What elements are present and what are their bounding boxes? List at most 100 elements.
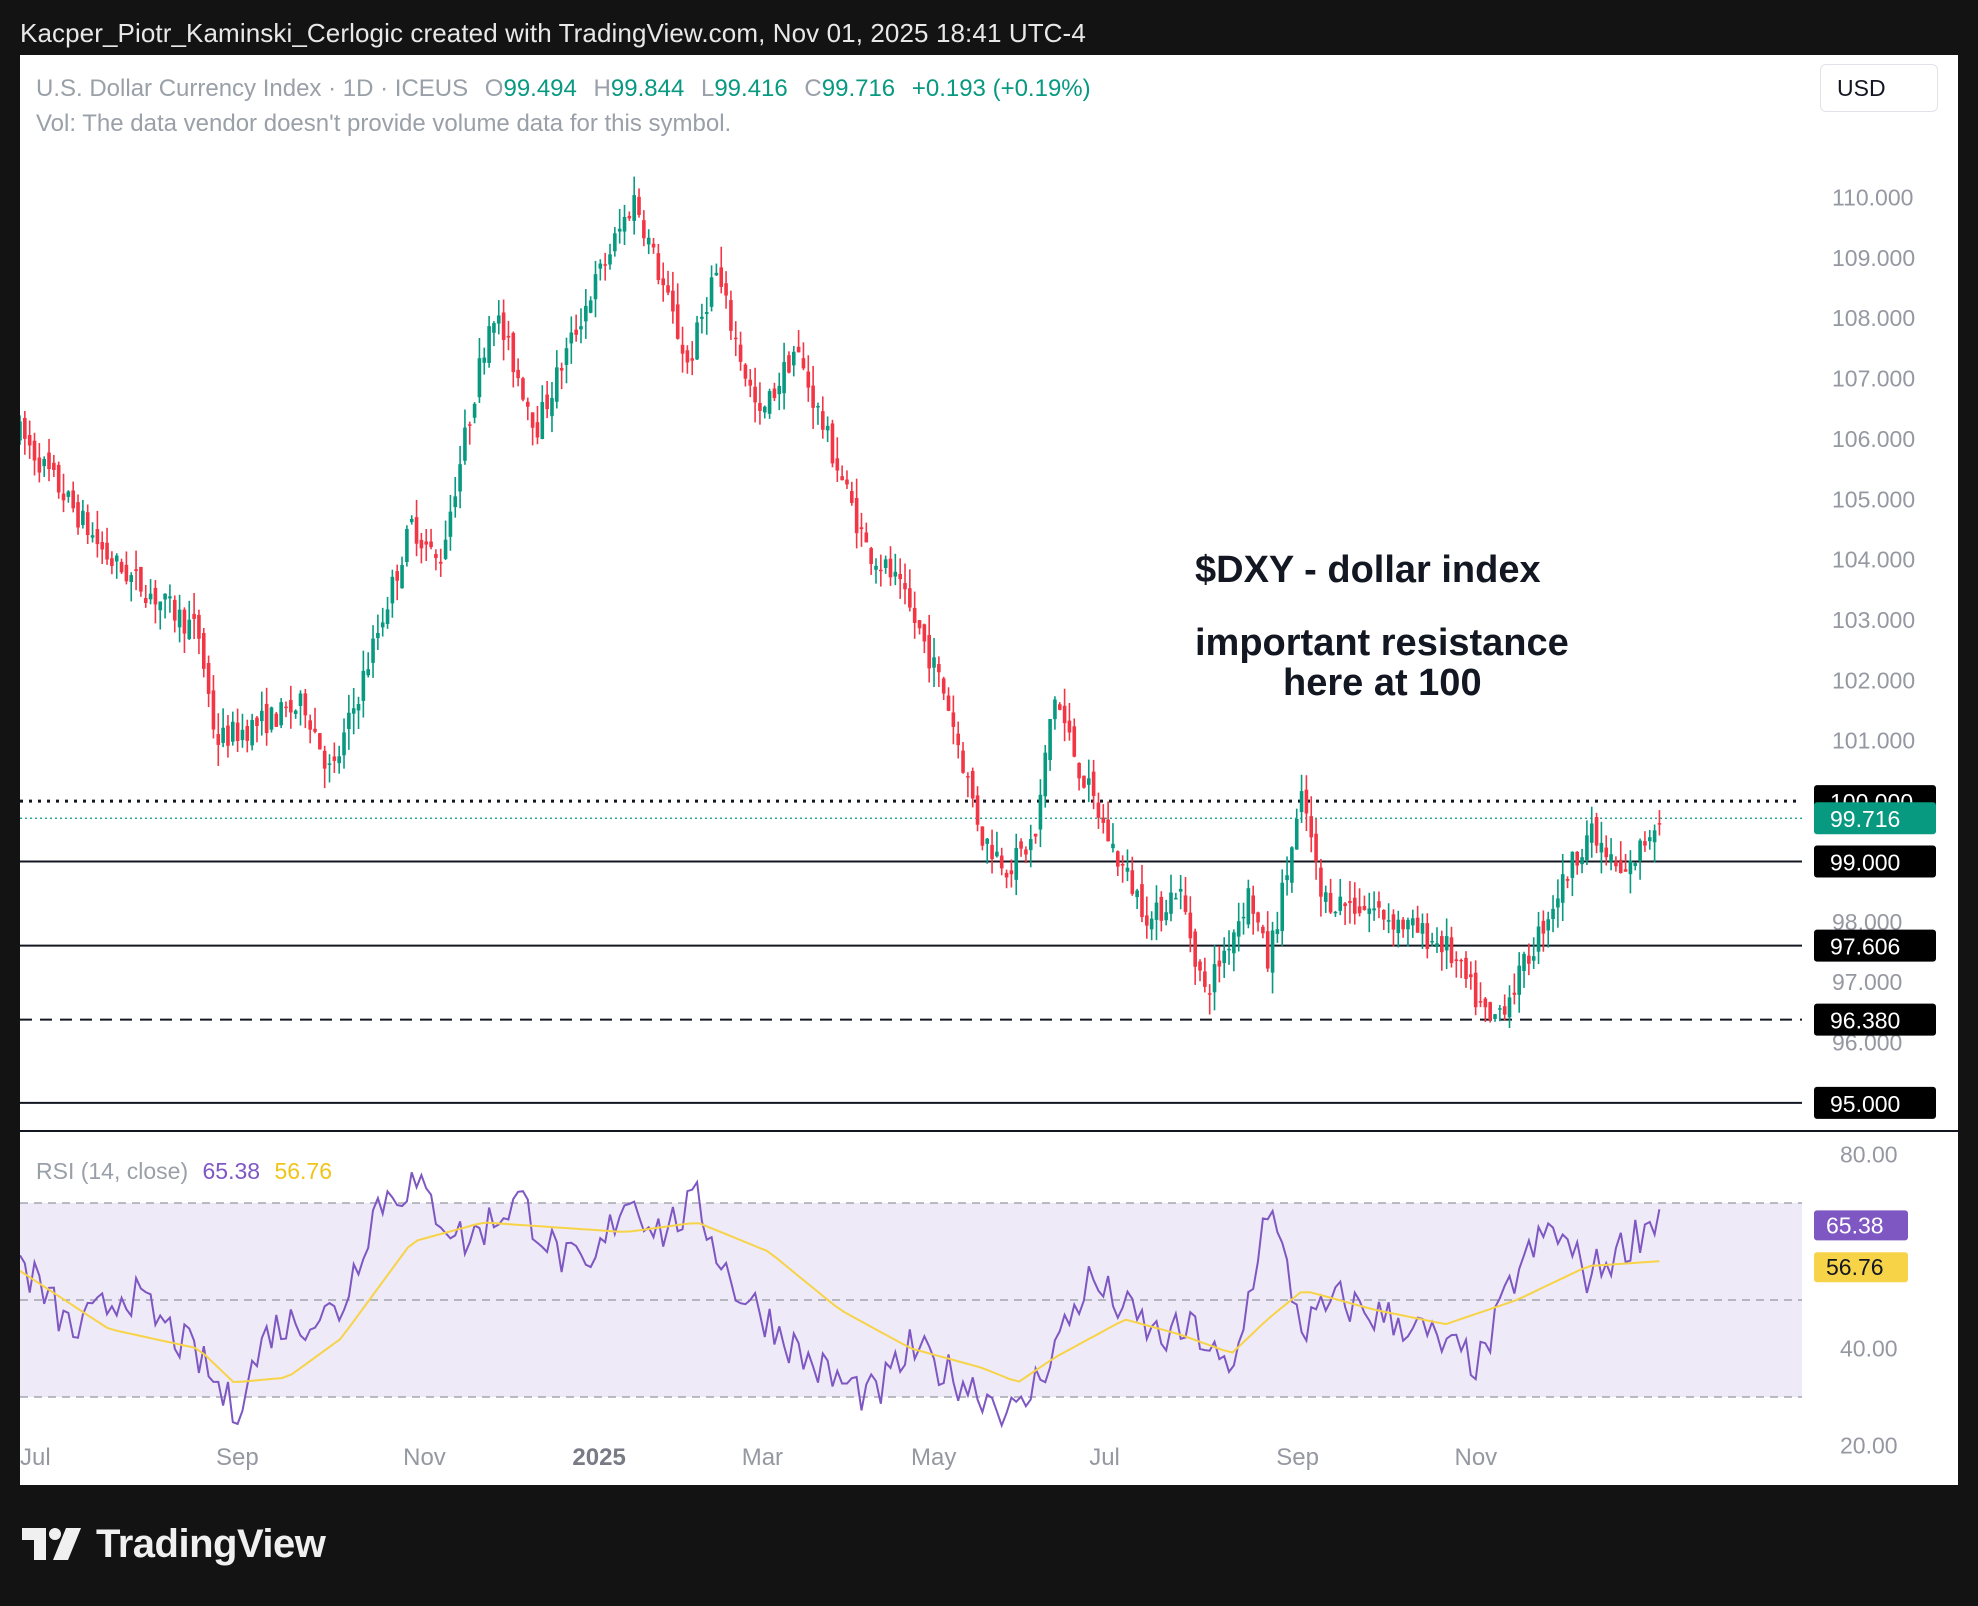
- candle: [777, 372, 782, 411]
- candle: [1236, 902, 1241, 952]
- candle: [1033, 833, 1038, 844]
- candle: [1406, 917, 1410, 947]
- candle: [762, 405, 767, 419]
- candle-body: [1067, 720, 1072, 733]
- price-axis-tick: 104.000: [1832, 547, 1915, 573]
- candle: [211, 675, 216, 739]
- candle-body: [23, 417, 27, 439]
- candle-body: [951, 712, 956, 727]
- candle: [680, 326, 685, 373]
- candle: [322, 745, 327, 789]
- price-axis-tick: 97.000: [1832, 969, 1902, 995]
- candle-body: [1232, 932, 1236, 954]
- candle-body: [1294, 818, 1299, 850]
- candle-body: [1575, 851, 1580, 866]
- candle-body: [1560, 874, 1565, 903]
- chart-panel[interactable]: 110.000 109.000 108.000 107.000 106.000 105.0…: [20, 55, 1958, 1485]
- candle: [690, 341, 695, 376]
- candle: [937, 656, 941, 688]
- candle-body: [753, 386, 757, 403]
- candle-body: [758, 402, 762, 411]
- candle: [1512, 973, 1517, 1005]
- candle-body: [1256, 912, 1260, 923]
- rsi-ma-value: 56.76: [274, 1158, 333, 1184]
- candle: [961, 742, 965, 774]
- candle-body: [1440, 936, 1444, 953]
- candle-body: [1115, 851, 1120, 867]
- candle-body: [448, 511, 453, 537]
- candle-body: [540, 402, 545, 439]
- candle-body: [313, 728, 317, 732]
- candle-body: [1628, 860, 1633, 875]
- candle-body: [767, 391, 772, 414]
- candle: [1657, 810, 1662, 836]
- candle-body: [1217, 960, 1222, 967]
- candle-body: [1357, 906, 1362, 914]
- candle-body: [917, 620, 922, 629]
- candle: [1028, 824, 1033, 868]
- candle-body: [864, 532, 869, 543]
- candle-body: [1270, 930, 1275, 973]
- candle-body: [714, 272, 719, 276]
- candle-body: [1077, 762, 1081, 779]
- candle: [579, 308, 583, 344]
- candle-body: [801, 358, 806, 369]
- candle-body: [1198, 961, 1202, 971]
- candle-body: [90, 535, 95, 538]
- candle-body: [1149, 918, 1154, 930]
- candle: [458, 445, 462, 509]
- candle: [1188, 896, 1193, 953]
- candle: [158, 601, 163, 630]
- candle-body: [211, 690, 216, 730]
- candle: [675, 283, 680, 340]
- candle-body: [1154, 902, 1159, 920]
- candle: [424, 529, 429, 561]
- candle: [274, 711, 279, 728]
- candle: [743, 363, 748, 387]
- time-axis-tick: Nov: [1455, 1444, 1498, 1471]
- candle-body: [1435, 943, 1439, 947]
- candle-body: [521, 378, 525, 400]
- candle-body: [1314, 833, 1318, 862]
- candle: [1488, 1001, 1492, 1023]
- candle-body: [1348, 900, 1352, 904]
- candle: [1024, 846, 1028, 864]
- candle: [1478, 982, 1483, 1008]
- candle-body: [1111, 843, 1115, 849]
- candle-body: [603, 264, 607, 266]
- candle-body: [1536, 926, 1541, 952]
- candle-body: [724, 283, 728, 296]
- candle: [1053, 696, 1057, 730]
- candle-body: [1352, 897, 1357, 914]
- candle: [1333, 910, 1338, 918]
- rsi-label: RSI (14, close): [36, 1158, 189, 1184]
- candle-body: [530, 412, 535, 428]
- candle: [216, 713, 221, 766]
- candle: [927, 614, 931, 683]
- level-label-99.000: 99.000: [1830, 849, 1900, 875]
- candle-body: [646, 237, 651, 245]
- candle: [1280, 869, 1285, 947]
- candle: [946, 687, 951, 712]
- candle-body: [20, 421, 22, 441]
- candle-body: [1425, 923, 1430, 949]
- candle: [1072, 718, 1077, 758]
- candle: [1115, 850, 1120, 877]
- candle-body: [206, 662, 211, 694]
- candle: [840, 465, 844, 481]
- candle: [1251, 885, 1256, 935]
- chart-canvas[interactable]: 110.000 109.000 108.000 107.000 106.000 105.0…: [20, 55, 1958, 1485]
- price-axis-tick: 103.000: [1832, 607, 1915, 633]
- currency-button[interactable]: USD: [1820, 64, 1938, 112]
- candle: [1212, 944, 1217, 1011]
- candle-body: [95, 529, 100, 545]
- candle: [1604, 835, 1609, 866]
- candle: [869, 546, 873, 575]
- candle: [434, 549, 438, 571]
- candle-body: [637, 196, 641, 215]
- time-axis-tick: May: [911, 1444, 956, 1471]
- candle-body: [264, 703, 269, 734]
- candle: [995, 831, 999, 858]
- rsi-axis-tick: 80.00: [1840, 1142, 1898, 1168]
- candle: [893, 553, 898, 586]
